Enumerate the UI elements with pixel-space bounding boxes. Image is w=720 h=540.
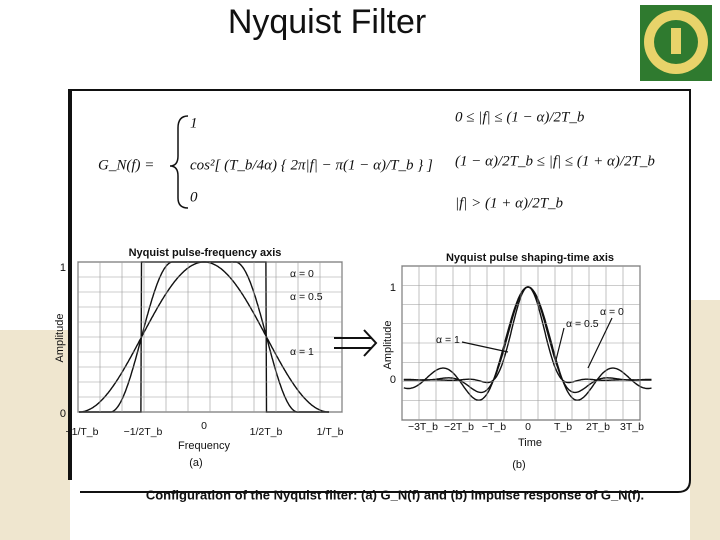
arrow	[334, 329, 378, 357]
x-tick-label: −3T_b	[408, 421, 438, 433]
caption: Configuration of the Nyquist filter: (a)…	[146, 487, 644, 502]
y-tick-label: 1	[60, 262, 66, 274]
x-tick-label: 1/2T_b	[250, 426, 283, 438]
x-tick-label: 3T_b	[620, 421, 644, 433]
curve-label: α = 1	[290, 346, 314, 358]
x-tick-label: 0	[525, 421, 531, 433]
figure-b: Nyquist pulse shaping-time axis 1 0 Ampl…	[382, 252, 652, 471]
brace	[169, 115, 189, 209]
case-expression: cos²[ (T_b/4α) { 2π|f| − π(1 − α)/T_b } …	[190, 157, 433, 173]
curve-label: α = 0	[290, 268, 314, 280]
x-axis-label: Frequency	[178, 440, 230, 452]
background-image	[0, 330, 70, 540]
figure-a: Nyquist pulse-frequency axis 1 0 Amplitu…	[54, 247, 344, 469]
case-expression: 0	[190, 189, 198, 205]
panel-label: (a)	[189, 457, 202, 469]
x-tick-label: T_b	[554, 421, 572, 433]
y-axis-label: Amplitude	[382, 321, 394, 370]
background-image	[690, 300, 720, 540]
logo	[640, 5, 712, 81]
figure-title: Nyquist pulse shaping-time axis	[446, 252, 614, 264]
y-tick-label: 0	[60, 408, 66, 420]
x-tick-label: −2T_b	[444, 421, 474, 433]
x-tick-label: 1/T_b	[317, 426, 344, 438]
figure-title: Nyquist pulse-frequency axis	[129, 247, 282, 259]
curve-label: α = 1	[436, 334, 460, 346]
x-tick-label: −1/T_b	[66, 426, 99, 438]
y-axis-label: Amplitude	[54, 314, 66, 363]
case-condition: |f| > (1 + α)/2T_b	[455, 195, 564, 211]
case-condition: 0 ≤ |f| ≤ (1 − α)/2T_b	[455, 109, 585, 125]
y-tick-label: 1	[390, 282, 396, 294]
curve-label: α = 0.5	[290, 291, 323, 303]
panel-label: (b)	[512, 459, 525, 471]
x-tick-label: −1/2T_b	[124, 426, 163, 438]
slide-title: Nyquist Filter	[228, 3, 426, 41]
equation-lhs: G_N(f) =	[98, 157, 154, 173]
case-expression: 1	[190, 115, 198, 131]
pointer	[461, 317, 613, 369]
x-tick-label: 2T_b	[586, 421, 610, 433]
case-condition: (1 − α)/2T_b ≤ |f| ≤ (1 + α)/2T_b	[455, 153, 655, 169]
content-frame	[68, 89, 691, 493]
y-tick-label: 0	[390, 374, 396, 386]
x-tick-label: −T_b	[482, 421, 506, 433]
curve	[403, 286, 652, 401]
curve-label: α = 0.5	[566, 318, 599, 330]
curve-label: α = 0	[600, 306, 624, 318]
x-axis-label: Time	[518, 437, 542, 449]
x-tick-label: 0	[201, 420, 207, 432]
frame-edge	[68, 90, 72, 480]
